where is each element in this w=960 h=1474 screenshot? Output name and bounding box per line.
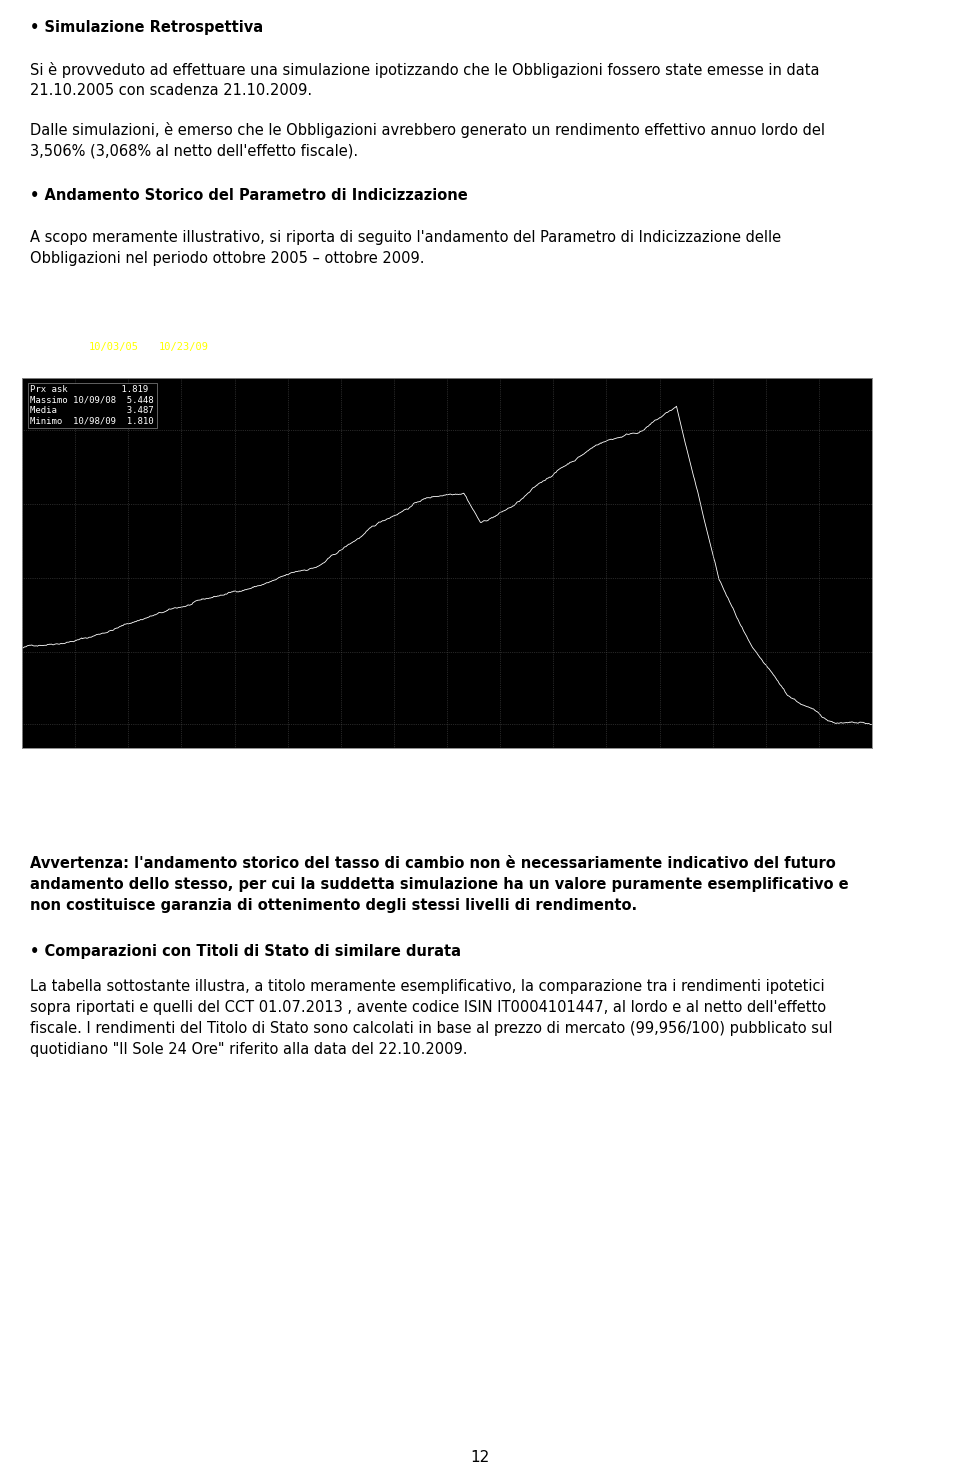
Text: GP-Grafico a linea: GP-Grafico a linea xyxy=(340,321,462,332)
Text: Dec 31: Dec 31 xyxy=(447,750,476,761)
Text: Superiore: Superiore xyxy=(220,340,280,349)
Text: EUR: EUR xyxy=(574,342,592,352)
Text: Jun 30: Jun 30 xyxy=(129,750,157,761)
Text: Periodo: Periodo xyxy=(25,360,72,368)
Text: Mar 31: Mar 31 xyxy=(75,750,105,761)
Text: 10/03/05: 10/03/05 xyxy=(89,342,139,352)
Text: 2005: 2005 xyxy=(22,764,45,774)
Text: 10/23/09: 10/23/09 xyxy=(159,342,209,352)
Text: 2009: 2009 xyxy=(766,764,789,774)
Text: quotidiano "Il Sole 24 Ore" riferito alla data del 22.10.2009.: quotidiano "Il Sole 24 Ore" riferito all… xyxy=(30,1042,468,1057)
Text: Pag 1/25: Pag 1/25 xyxy=(881,321,935,332)
Text: Dec 29: Dec 29 xyxy=(234,750,264,761)
Text: Giornaliero: Giornaliero xyxy=(84,361,154,371)
Text: Med mob: Med mob xyxy=(378,340,425,349)
Text: non costituisce garanzia di ottenimento degli stessi livelli di rendimento.: non costituisce garanzia di ottenimento … xyxy=(30,898,637,912)
Text: Forchetta: Forchetta xyxy=(25,340,85,349)
Text: Avvertenza: l'andamento storico del tasso di cambio non è necessariamente indica: Avvertenza: l'andamento storico del tass… xyxy=(30,856,836,871)
Text: Jun 30: Jun 30 xyxy=(766,750,795,761)
Text: EUR006M  ↓1.019  -.002: EUR006M ↓1.019 -.002 xyxy=(25,282,237,296)
Text: At 11:00  Op 1.019  Hi 1.019  Lo 1.019: At 11:00 Op 1.019 Hi 1.019 Lo 1.019 xyxy=(25,302,296,315)
Text: Japan 81 3 3201 8900        Singapore 65 6212 1000        U.S. 1 212 318 2000   : Japan 81 3 3201 8900 Singapore 65 6212 1… xyxy=(23,766,588,775)
Text: • Andamento Storico del Parametro di Indicizzazione: • Andamento Storico del Parametro di Ind… xyxy=(30,189,468,203)
Text: fiscale. I rendimenti del Titolo di Stato sono calcolati in base al prezzo di me: fiscale. I rendimenti del Titolo di Stat… xyxy=(30,1021,832,1036)
Text: 2008: 2008 xyxy=(607,764,630,774)
Text: valuta: valuta xyxy=(515,340,556,349)
Text: 12: 12 xyxy=(470,1450,490,1465)
Text: Prx ask          1.819
Massimo 10/09/08  5.448
Media             3.487
Minimo  1: Prx ask 1.819 Massimo 10/09/08 5.448 Med… xyxy=(31,385,155,426)
Text: 3,506% (3,068% al netto dell'effetto fiscale).: 3,506% (3,068% al netto dell'effetto fis… xyxy=(30,143,358,158)
Text: 21.10.2005 con scadenza 21.10.2009.: 21.10.2005 con scadenza 21.10.2009. xyxy=(30,83,312,97)
Text: 15: 15 xyxy=(410,361,422,371)
Text: La tabella sottostante illustra, a titolo meramente esemplificativo, la comparaz: La tabella sottostante illustra, a titol… xyxy=(30,979,825,993)
Text: Sep 30: Sep 30 xyxy=(819,750,848,761)
Text: Sep 28: Sep 28 xyxy=(394,750,423,761)
Text: Med mob: Med mob xyxy=(342,360,389,368)
Text: -: - xyxy=(148,340,155,349)
Text: andamento dello stesso, per cui la suddetta simulazione ha un valore puramente e: andamento dello stesso, per cui la sudde… xyxy=(30,877,849,892)
Text: SN 731403 23-Oct-2009 16:29:49: SN 731403 23-Oct-2009 16:29:49 xyxy=(799,781,937,790)
Text: • Comparazioni con Titoli di Stato di similare durata: • Comparazioni con Titoli di Stato di si… xyxy=(30,943,461,960)
Text: Mar 31: Mar 31 xyxy=(500,750,529,761)
Text: 2006: 2006 xyxy=(181,764,204,774)
Text: Jun 30: Jun 30 xyxy=(553,750,583,761)
Text: Si è provveduto ad effettuare una simulazione ipotizzando che le Obbligazioni fo: Si è provveduto ad effettuare una simula… xyxy=(30,62,820,78)
Text: Nascondere: Nascondere xyxy=(125,323,187,333)
Text: Sep 29: Sep 29 xyxy=(181,750,210,761)
Text: Mar 30: Mar 30 xyxy=(288,750,317,761)
Text: EUR006M INDEX: EUR006M INDEX xyxy=(29,323,110,333)
Text: Dalle simulazioni, è emerso che le Obbligazioni avrebbero generato un rendimento: Dalle simulazioni, è emerso che le Obbli… xyxy=(30,122,825,139)
Text: Rend ask: Rend ask xyxy=(286,342,336,352)
Text: Obbligazioni nel periodo ottobre 2005 – ottobre 2009.: Obbligazioni nel periodo ottobre 2005 – … xyxy=(30,251,424,265)
Text: 2007: 2007 xyxy=(394,764,418,774)
Text: Dec 31: Dec 31 xyxy=(660,750,688,761)
Text: Sep 30: Sep 30 xyxy=(607,750,636,761)
Text: A scopo meramente illustrativo, si riporta di seguito l'andamento del Parametro : A scopo meramente illustrativo, si ripor… xyxy=(30,230,781,245)
Text: sopra riportati e quelli del CCT 01.07.2013 , avente codice ISIN IT0004101447, a: sopra riportati e quelli del CCT 01.07.2… xyxy=(30,999,827,1016)
Text: Dec 30: Dec 30 xyxy=(22,750,51,761)
Text: F· Eventi: F· Eventi xyxy=(875,360,935,368)
Text: Index  GP: Index GP xyxy=(859,282,935,295)
Text: Mar 31: Mar 31 xyxy=(712,750,742,761)
Text: Jun 28: Jun 28 xyxy=(341,750,370,761)
Text: • Simulazione Retrospettiva: • Simulazione Retrospettiva xyxy=(30,21,263,35)
Text: Nessuno: Nessuno xyxy=(259,361,302,371)
Text: Inferiore: Inferiore xyxy=(188,360,249,368)
Text: Australia 61 2 9777 8600  Brazil 5511 3048 4500  Europe 44 20 7330 7500  Germany: Australia 61 2 9777 8600 Brazil 5511 304… xyxy=(23,753,583,762)
